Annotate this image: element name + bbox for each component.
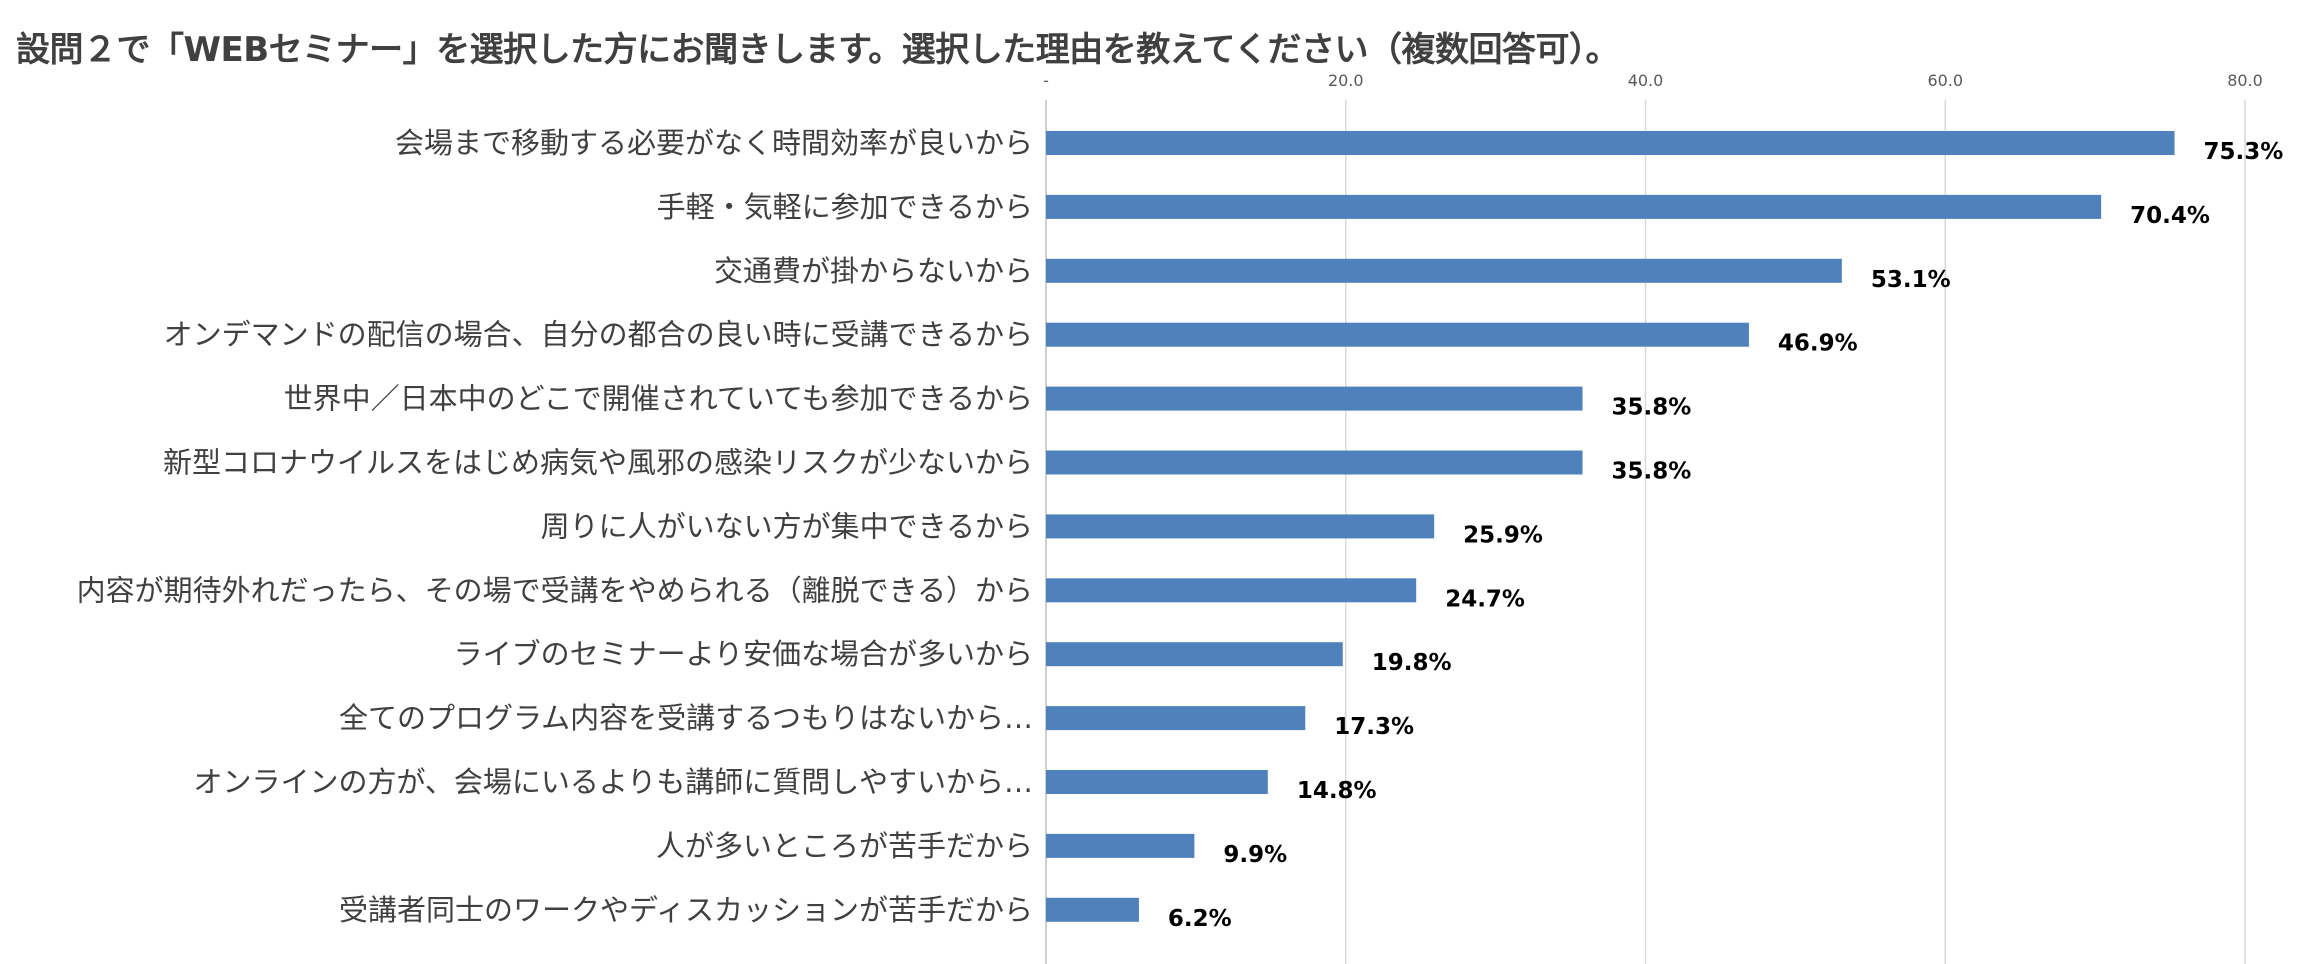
bar <box>1046 833 1195 858</box>
data-label: 46.9% <box>1778 331 1858 357</box>
bar <box>1046 194 2102 219</box>
data-label: 35.8% <box>1612 459 1692 485</box>
bar <box>1046 131 2175 155</box>
data-labels: 75.3% 70.4% 53.1% 46.9% 35.8% 35.8% 25.9% 24.7%… <box>1168 139 2283 932</box>
bar <box>1046 450 1583 475</box>
category-label: 世界中／日本中のどこで開催されていても参加できるから <box>284 382 1033 416</box>
x-tick-label: 80.0 <box>2227 71 2263 90</box>
category-label: 会場まで移動する必要がなく時間効率が良いから <box>395 126 1033 160</box>
category-label: 全てのプログラム内容を受講するつもりはないから… <box>339 701 1033 735</box>
bar <box>1046 706 1306 731</box>
category-label: ライブのセミナーより安価な場合が多いから <box>454 637 1033 671</box>
bar <box>1046 578 1417 603</box>
bar <box>1046 897 1139 922</box>
x-tick-label: 60.0 <box>1927 71 1963 90</box>
x-tick-label: 40.0 <box>1628 71 1664 90</box>
data-label: 53.1% <box>1871 267 1951 293</box>
page-title: 設問２で「WEBセミナー」を選択した方にお聞きします。選択した理由を教えてくださ… <box>16 30 1620 70</box>
category-label: 周りに人がいない方が集中できるから <box>541 509 1033 543</box>
data-label: 19.8% <box>1372 650 1452 676</box>
data-label: 75.3% <box>2204 139 2284 165</box>
data-label: 35.8% <box>1612 395 1692 421</box>
bar <box>1046 322 1749 347</box>
data-label: 9.9% <box>1223 842 1287 868</box>
x-axis-ticks: - 20.0 40.0 60.0 80.0 <box>1043 71 2263 90</box>
bar <box>1046 258 1842 283</box>
data-label: 6.2% <box>1168 906 1232 932</box>
bars <box>1046 131 2175 922</box>
x-tick-label: - <box>1043 71 1049 90</box>
category-label: 内容が期待外れだったら、その場で受講をやめられる（離脱できる）から <box>77 573 1033 607</box>
category-label: 手軽・気軽に参加できるから <box>657 190 1033 224</box>
category-label: 人が多いところが苦手だから <box>656 829 1033 863</box>
data-label: 24.7% <box>1445 586 1525 612</box>
data-label: 70.4% <box>2130 203 2210 229</box>
category-label: オンラインの方が、会場にいるよりも講師に質問しやすいから… <box>193 765 1033 799</box>
x-tick-label: 20.0 <box>1328 71 1364 90</box>
bar <box>1046 642 1343 667</box>
category-labels: 会場まで移動する必要がなく時間効率が良いから手軽・気軽に参加できるから交通費が掛… <box>77 126 1033 927</box>
category-label: 新型コロナウイルスをはじめ病気や風邪の感染リスクが少ないから <box>163 446 1033 480</box>
bar <box>1046 770 1268 794</box>
data-label: 17.3% <box>1334 714 1414 740</box>
category-label: 交通費が掛からないから <box>714 254 1033 288</box>
bar <box>1046 514 1435 539</box>
category-label: 受講者同士のワークやディスカッションが苦手だから <box>339 893 1033 927</box>
data-label: 25.9% <box>1463 522 1543 548</box>
category-label: オンデマンドの配信の場合、自分の都合の良い時に受講できるから <box>164 318 1033 352</box>
bar <box>1046 386 1583 411</box>
data-label: 14.8% <box>1297 778 1377 804</box>
